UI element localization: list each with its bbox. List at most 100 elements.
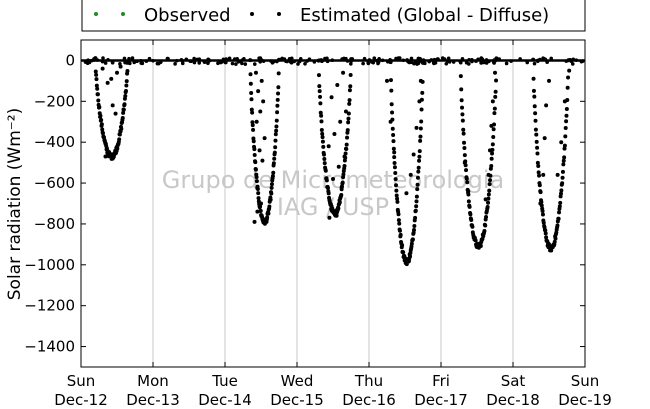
data-point: [234, 62, 238, 66]
data-point: [553, 236, 558, 241]
data-point: [347, 98, 352, 103]
data-point: [257, 148, 262, 153]
data-point: [349, 58, 353, 63]
data-point: [462, 160, 467, 165]
data-point: [494, 56, 499, 61]
data-point: [345, 135, 350, 140]
data-point: [491, 135, 496, 140]
data-point: [416, 56, 421, 61]
data-point: [464, 60, 469, 65]
data-point: [460, 56, 465, 61]
data-point: [561, 162, 566, 167]
data-point: [444, 61, 449, 66]
data-point: [342, 154, 347, 159]
data-point: [265, 215, 270, 220]
data-point: [396, 56, 401, 60]
data-point: [275, 103, 280, 108]
data-point: [574, 58, 579, 62]
data-point: [486, 192, 491, 197]
data-point: [407, 60, 412, 65]
data-point: [415, 182, 420, 187]
data-point: [127, 56, 131, 61]
data-point: [417, 149, 422, 154]
data-point: [95, 92, 100, 97]
data-point: [566, 58, 571, 63]
data-point: [410, 237, 415, 242]
data-point: [155, 61, 160, 66]
data-point: [139, 61, 144, 65]
data-point: [542, 136, 547, 141]
x-tick-label-day: Thu: [354, 372, 383, 390]
data-point: [342, 163, 347, 168]
legend-estimated-marker-1: [250, 12, 254, 16]
data-point: [414, 194, 419, 199]
data-point: [335, 82, 340, 87]
plot-area: [80, 39, 586, 368]
data-point: [554, 230, 559, 235]
data-point: [322, 161, 327, 166]
data-point: [123, 94, 128, 99]
data-point: [349, 62, 353, 66]
data-point: [122, 56, 127, 61]
data-point: [565, 85, 570, 90]
data-point: [367, 58, 372, 62]
data-point: [388, 78, 393, 83]
data-point: [394, 188, 399, 193]
data-point: [544, 103, 549, 108]
data-point: [272, 150, 277, 155]
data-point: [543, 228, 548, 233]
data-point: [462, 153, 467, 158]
data-point: [325, 185, 330, 190]
data-point: [458, 74, 463, 79]
data-point: [486, 172, 491, 177]
data-point: [273, 132, 278, 137]
data-point: [390, 126, 395, 131]
data-point: [493, 70, 497, 75]
y-axis-label: Solar radiation (Wm⁻²): [5, 108, 25, 300]
y-axis: 0 −200 −400 −600 −800 −1000 −1200 −1400: [24, 51, 585, 356]
data-point: [409, 56, 414, 61]
data-point: [462, 145, 467, 150]
data-point: [412, 223, 417, 228]
data-point: [487, 188, 492, 193]
data-point: [147, 56, 152, 61]
data-point: [330, 58, 335, 63]
x-tick-label-day: Sun: [67, 372, 96, 390]
data-point: [419, 119, 424, 124]
data-point: [415, 175, 420, 180]
data-point: [412, 61, 416, 66]
data-point: [451, 60, 456, 64]
data-point: [258, 208, 263, 213]
data-point: [100, 66, 105, 71]
data-point: [317, 84, 322, 89]
data-point: [415, 187, 420, 192]
data-point: [252, 147, 257, 152]
x-tick-label-date: Dec-14: [198, 391, 252, 409]
data-point: [409, 241, 414, 246]
data-point: [416, 169, 421, 174]
data-point: [117, 137, 122, 142]
data-point: [119, 126, 124, 131]
data-point: [535, 145, 540, 150]
data-point: [408, 254, 413, 259]
data-point: [99, 117, 104, 122]
data-point: [94, 72, 99, 77]
data-point: [341, 70, 346, 75]
data-point: [559, 140, 564, 145]
data-point: [250, 110, 255, 115]
data-point: [417, 158, 422, 163]
data-point: [338, 119, 343, 124]
data-point: [124, 83, 129, 88]
data-point: [397, 221, 402, 226]
data-point: [557, 210, 562, 215]
data-point: [93, 56, 98, 61]
data-point: [491, 127, 496, 132]
data-point: [466, 192, 471, 197]
data-point: [341, 172, 346, 177]
data-point: [261, 59, 266, 63]
data-point: [564, 113, 569, 118]
data-point: [316, 58, 321, 63]
data-point: [433, 61, 438, 65]
data-point: [227, 56, 232, 61]
data-point: [488, 178, 493, 183]
